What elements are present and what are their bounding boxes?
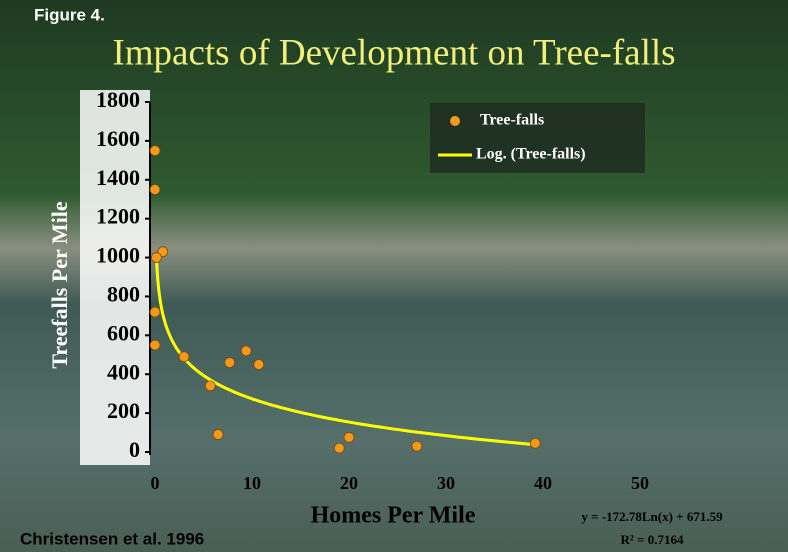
point (343, 432, 355, 443)
point (149, 145, 161, 157)
y-tick-label: 600 (107, 320, 140, 345)
y-tick-label: 1000 (96, 243, 140, 268)
y-tick-label: 1800 (96, 87, 140, 112)
point (204, 380, 216, 392)
legend-marker (450, 116, 460, 126)
legend-box (430, 103, 645, 173)
point (149, 339, 161, 351)
x-tick-label: 30 (437, 473, 455, 493)
point (333, 442, 345, 454)
point (240, 345, 252, 357)
y-tick-label: 400 (107, 359, 140, 384)
point (178, 351, 190, 363)
point (529, 437, 541, 449)
citation: Christensen et al. 1996 (20, 529, 204, 548)
trendline (155, 257, 536, 447)
legend-label: Tree-falls (480, 112, 544, 129)
point (411, 440, 423, 452)
x-tick-label: 10 (243, 473, 261, 493)
x-axis-label: Homes Per Mile (311, 503, 476, 529)
y-label-backdrop (80, 90, 150, 465)
figure-label: Figure 4. (34, 5, 105, 24)
y-tick-label: 1400 (96, 165, 140, 190)
point (212, 429, 224, 440)
point (253, 359, 265, 370)
point (224, 357, 236, 368)
x-tick-label: 40 (534, 473, 552, 493)
legend-label: Log. (Tree-falls) (476, 146, 586, 163)
point (149, 184, 161, 195)
y-tick-label: 800 (107, 281, 140, 306)
point (149, 306, 161, 318)
y-tick-label: 200 (107, 398, 140, 423)
point (151, 252, 162, 263)
chart-title: Impacts of Development on Tree-falls (112, 32, 675, 73)
x-tick-label: 0 (151, 473, 160, 493)
x-tick-label: 20 (340, 473, 358, 493)
trend-equation: y = -172.78Ln(x) + 671.59 (581, 509, 723, 524)
x-tick-label: 50 (631, 473, 649, 493)
y-tick-label: 1600 (96, 126, 140, 151)
r-squared: R² = 0.7164 (621, 532, 684, 547)
y-tick-label: 0 (129, 437, 140, 462)
y-tick-label: 1200 (96, 204, 140, 229)
y-axis-label: Treefalls Per Mile (47, 201, 72, 369)
